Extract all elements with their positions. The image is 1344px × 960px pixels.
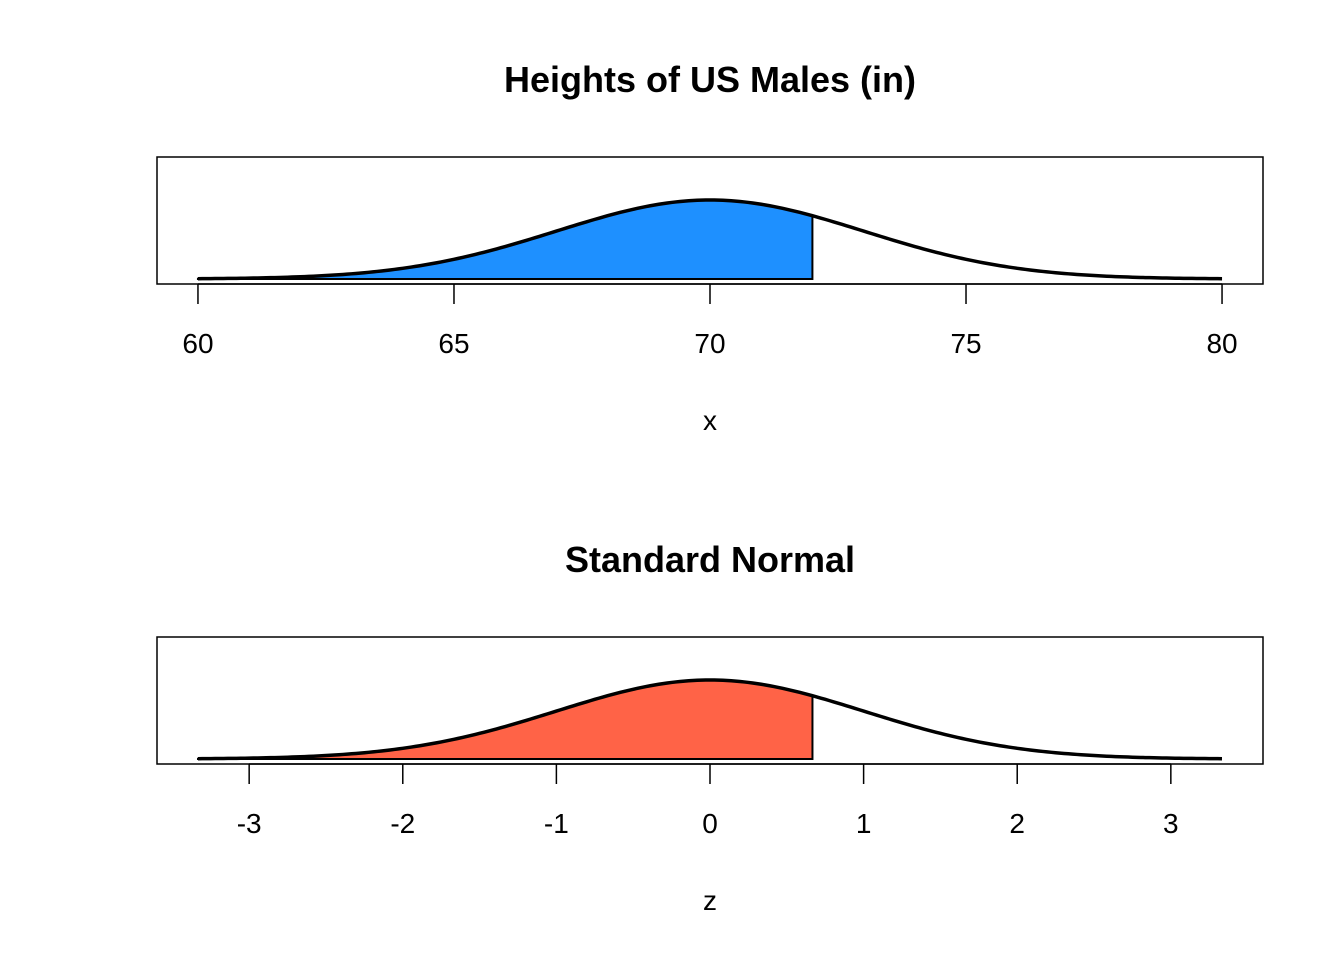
density-curve [197, 678, 1223, 761]
x-tick-label: 75 [950, 328, 981, 359]
panel-heights: Heights of US Males (in) 60 65 70 75 80 x [156, 59, 1264, 436]
x-tick-label: 60 [182, 328, 213, 359]
x-tick-label: 65 [438, 328, 469, 359]
x-axis-label: z [703, 885, 717, 916]
chart-title: Standard Normal [565, 539, 855, 580]
x-tick-label: 1 [856, 808, 872, 839]
chart-title: Heights of US Males (in) [504, 59, 916, 100]
x-axis-label: x [703, 405, 717, 436]
density-curve [197, 198, 1223, 281]
x-tick-label: -2 [390, 808, 415, 839]
x-axis: -3 -2 -1 0 1 2 3 [237, 763, 1179, 839]
x-tick-label: -1 [544, 808, 569, 839]
panel-standard-normal: Standard Normal -3 -2 -1 0 1 2 3 z [156, 539, 1264, 916]
x-tick-label: 0 [702, 808, 718, 839]
x-tick-label: 70 [694, 328, 725, 359]
x-tick-label: 3 [1163, 808, 1179, 839]
x-tick-label: 80 [1206, 328, 1237, 359]
x-axis: 60 65 70 75 80 [182, 283, 1238, 359]
x-tick-label: 2 [1009, 808, 1025, 839]
x-tick-label: -3 [237, 808, 262, 839]
